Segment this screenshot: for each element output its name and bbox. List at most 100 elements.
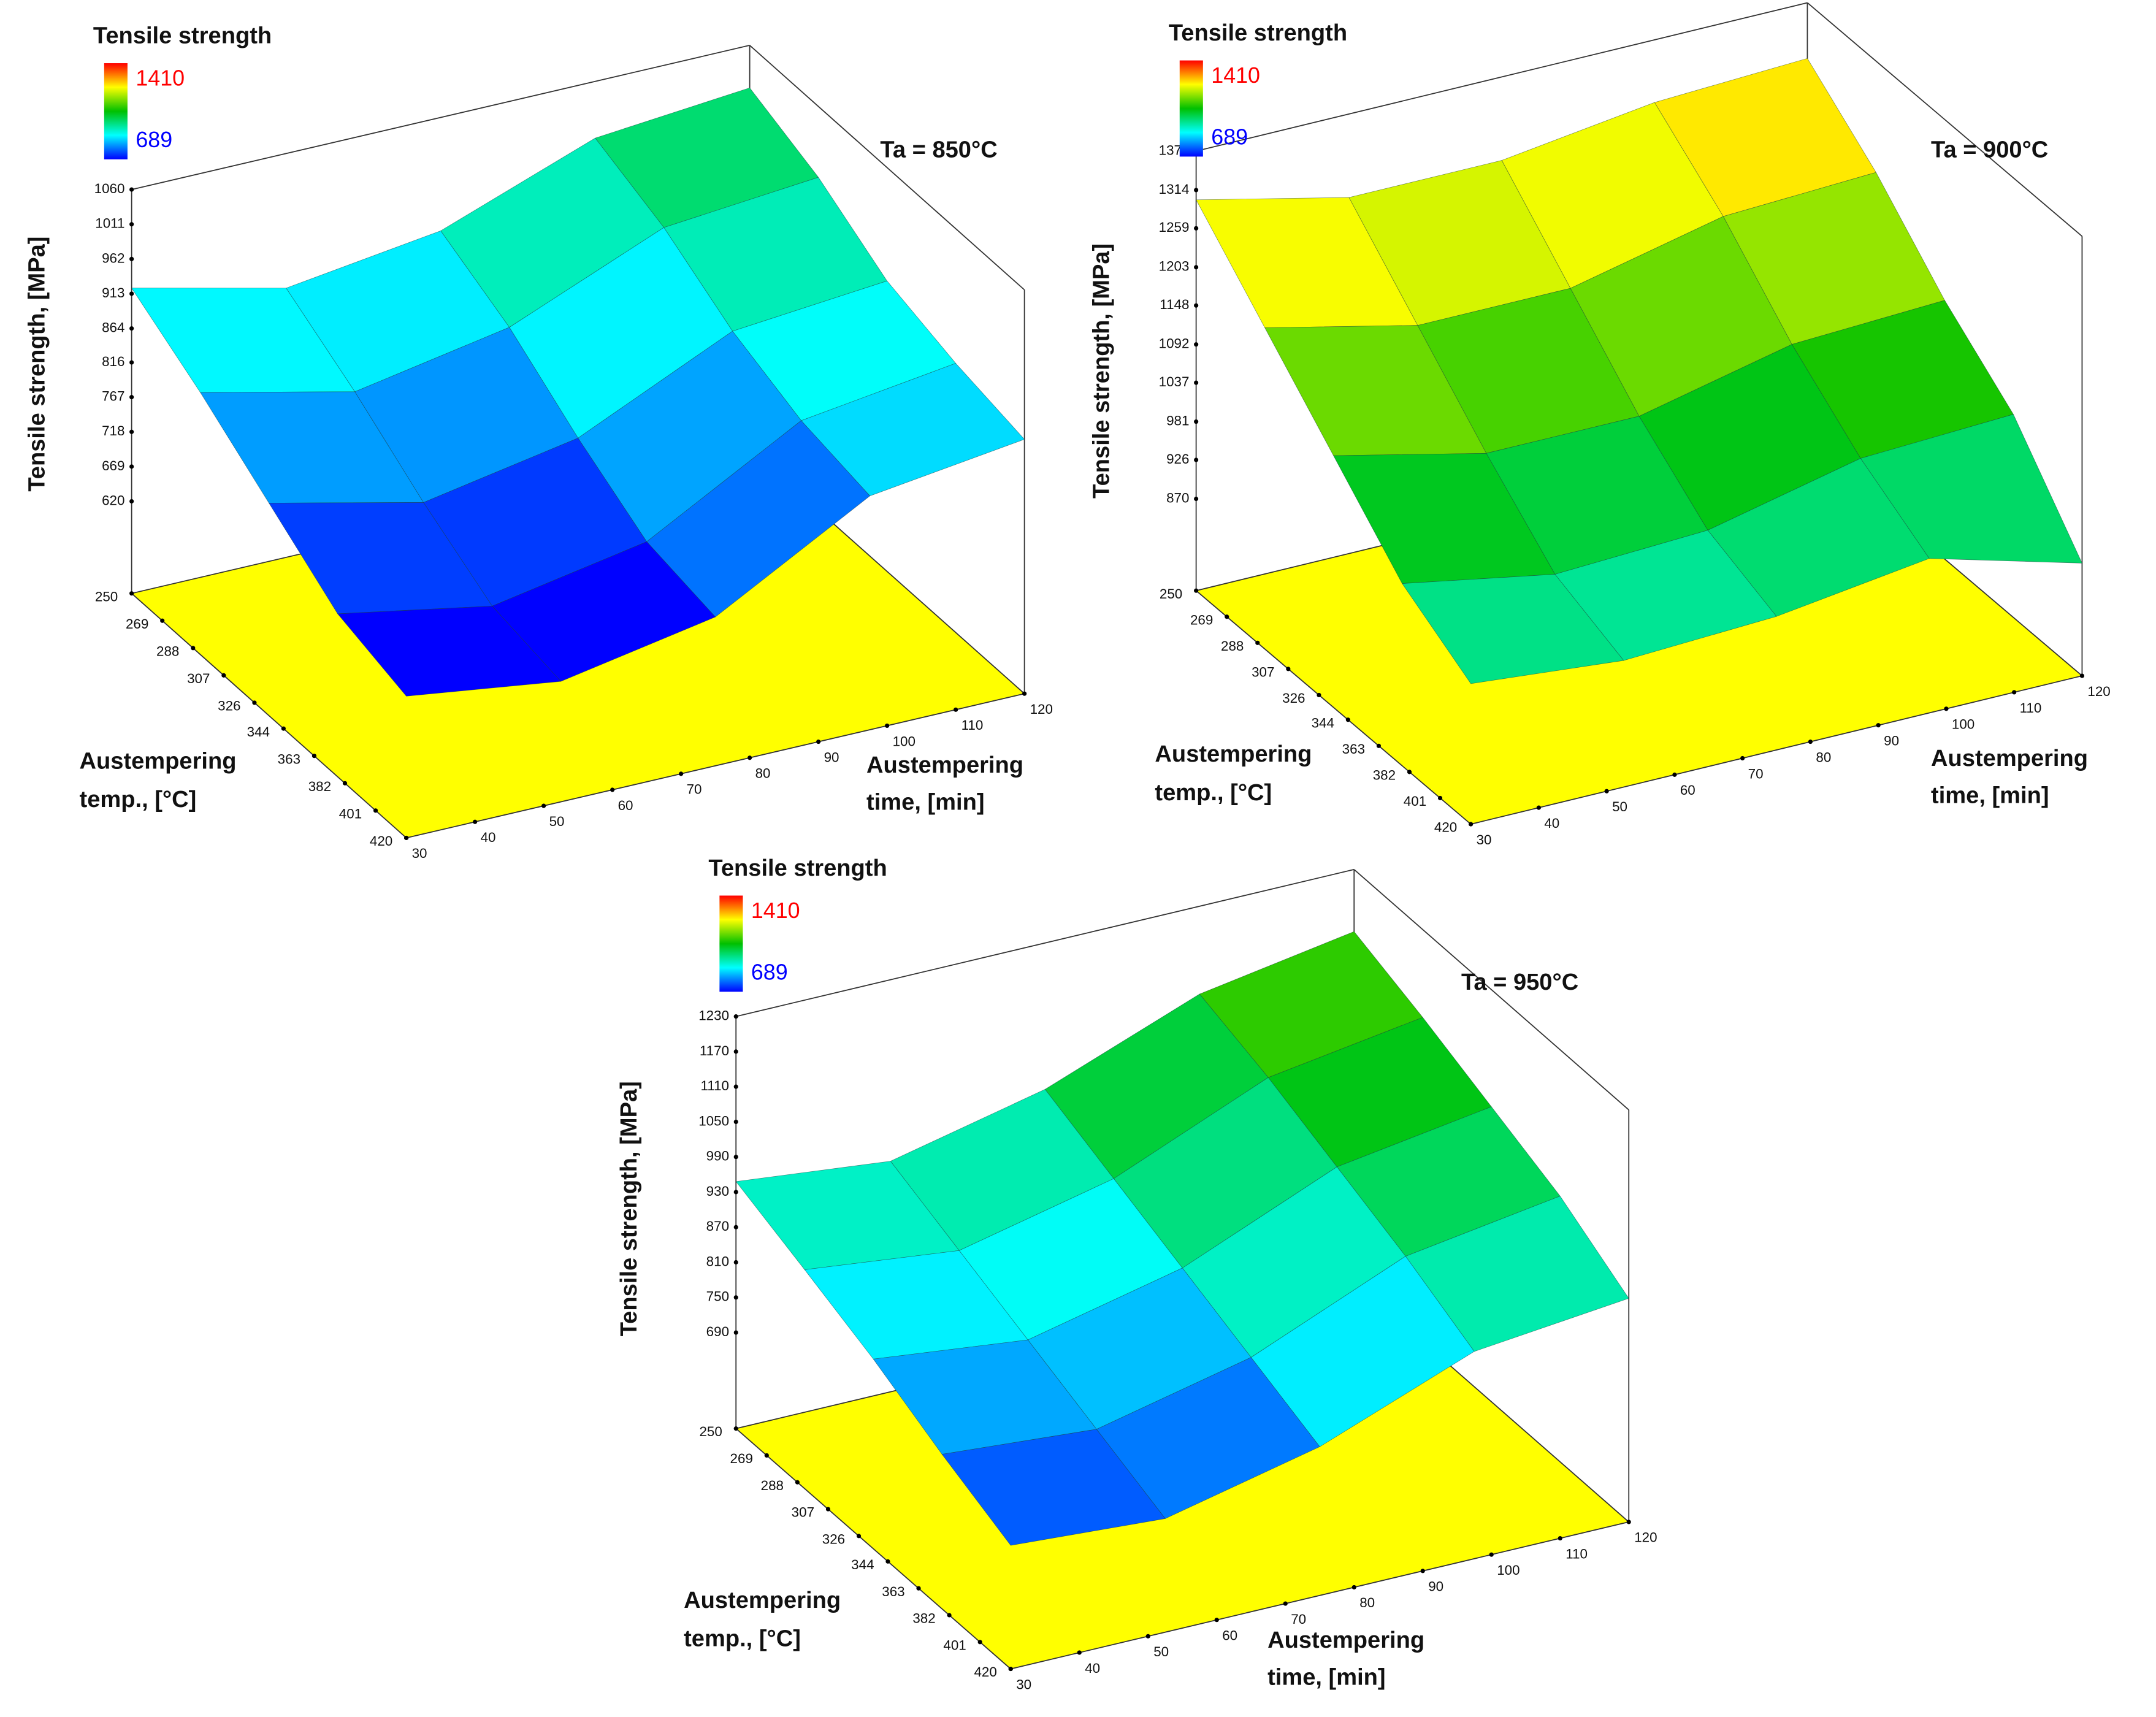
z-tick-label: 1203 bbox=[1159, 259, 1190, 274]
x-tick bbox=[1808, 740, 1813, 744]
y-axis-label: temp., [°C] bbox=[80, 787, 197, 813]
z-tick bbox=[733, 1014, 738, 1019]
y-tick bbox=[1255, 640, 1260, 645]
z-tick-label: 816 bbox=[102, 354, 124, 369]
x-tick bbox=[679, 771, 684, 776]
x-tick-label: 60 bbox=[618, 798, 633, 813]
y-tick-label: 420 bbox=[1434, 820, 1457, 835]
z-tick-label: 1110 bbox=[701, 1078, 730, 1093]
z-tick-label: 990 bbox=[706, 1149, 729, 1164]
z-tick bbox=[129, 291, 134, 296]
x-tick-label: 70 bbox=[687, 782, 702, 797]
y-tick-label: 326 bbox=[822, 1531, 845, 1547]
x-tick bbox=[1536, 805, 1541, 810]
x-tick bbox=[404, 835, 409, 840]
y-tick-label: 307 bbox=[1252, 665, 1274, 680]
y-tick-label: 382 bbox=[912, 1611, 935, 1626]
y-tick-label: 250 bbox=[699, 1424, 722, 1439]
y-tick bbox=[856, 1534, 862, 1539]
x-tick bbox=[1077, 1650, 1082, 1655]
x-tick bbox=[885, 723, 890, 728]
box-edge bbox=[736, 869, 1355, 1017]
colorbar bbox=[719, 895, 743, 992]
y-tick-label: 288 bbox=[1221, 638, 1244, 654]
x-tick bbox=[1420, 1569, 1425, 1574]
x-tick-label: 120 bbox=[1030, 702, 1053, 717]
x-tick-label: 40 bbox=[1085, 1661, 1100, 1676]
z-tick bbox=[733, 1190, 738, 1195]
z-tick-label: 981 bbox=[1166, 413, 1189, 429]
x-tick bbox=[1469, 822, 1474, 827]
z-tick bbox=[1194, 380, 1199, 385]
x-tick-label: 110 bbox=[961, 717, 984, 733]
z-tick-label: 750 bbox=[706, 1289, 729, 1304]
z-tick-label: 1050 bbox=[698, 1113, 729, 1128]
x-tick bbox=[2012, 690, 2017, 695]
x-tick-label: 80 bbox=[755, 766, 771, 781]
z-tick-label: 930 bbox=[706, 1184, 729, 1199]
x-tick-label: 60 bbox=[1222, 1628, 1237, 1643]
x-tick-label: 50 bbox=[1612, 799, 1627, 814]
x-tick-label: 90 bbox=[824, 749, 839, 765]
x-tick bbox=[1489, 1552, 1494, 1557]
z-tick-label: 1170 bbox=[700, 1043, 729, 1058]
chart-title: Ta = 950°C bbox=[1461, 969, 1578, 995]
y-axis-label: Austempering bbox=[80, 748, 237, 774]
z-tick bbox=[733, 1330, 738, 1335]
x-tick bbox=[1214, 1618, 1219, 1623]
x-tick bbox=[1008, 1667, 1013, 1672]
x-tick-label: 40 bbox=[1544, 816, 1559, 831]
y-tick bbox=[191, 646, 196, 651]
z-tick bbox=[1194, 342, 1199, 347]
y-tick bbox=[1286, 667, 1291, 671]
z-axis-label: Tensile strength, [MPa] bbox=[616, 1081, 642, 1336]
x-tick-label: 70 bbox=[1748, 766, 1764, 781]
box-edge bbox=[1806, 2, 2083, 237]
y-axis-label: temp., [°C] bbox=[1155, 780, 1272, 806]
colorbar-min-label: 689 bbox=[1211, 125, 1248, 150]
z-tick bbox=[733, 1295, 738, 1300]
z-tick-label: 620 bbox=[102, 492, 124, 508]
z-tick bbox=[1194, 303, 1199, 308]
colorbar bbox=[1179, 60, 1203, 157]
y-tick bbox=[1225, 614, 1229, 619]
y-tick bbox=[1194, 588, 1199, 593]
x-tick bbox=[1876, 723, 1881, 728]
z-tick bbox=[733, 1260, 738, 1265]
z-tick bbox=[1194, 188, 1199, 193]
surface-cell bbox=[1402, 574, 1624, 684]
x-tick-label: 30 bbox=[1477, 832, 1492, 847]
x-tick bbox=[1944, 706, 1949, 711]
y-tick-label: 382 bbox=[308, 779, 331, 794]
y-tick-label: 326 bbox=[1282, 690, 1305, 706]
legend-title: Tensile strength bbox=[1169, 20, 1347, 46]
z-axis-label: Tensile strength, [MPa] bbox=[1088, 243, 1114, 499]
y-tick-label: 269 bbox=[126, 616, 148, 632]
z-tick bbox=[733, 1155, 738, 1160]
z-tick-label: 962 bbox=[102, 250, 124, 266]
y-tick bbox=[281, 726, 286, 731]
x-tick bbox=[1604, 789, 1609, 793]
x-axis-label: Austempering bbox=[1267, 1627, 1424, 1653]
z-tick-label: 1259 bbox=[1159, 220, 1190, 235]
z-tick bbox=[129, 222, 134, 227]
y-tick-label: 250 bbox=[1160, 586, 1182, 602]
x-tick-label: 60 bbox=[1680, 782, 1695, 798]
surface-chart: 8709269811037109211481203125913141370250… bbox=[1088, 2, 2111, 847]
y-tick-label: 363 bbox=[882, 1584, 904, 1599]
x-tick-label: 100 bbox=[1952, 717, 1974, 732]
x-tick-label: 120 bbox=[1634, 1530, 1657, 1545]
x-tick bbox=[1022, 691, 1027, 696]
z-tick bbox=[129, 187, 134, 192]
x-tick bbox=[816, 740, 821, 744]
y-tick-label: 401 bbox=[339, 806, 362, 821]
z-tick bbox=[733, 1049, 738, 1054]
z-tick bbox=[1194, 226, 1199, 231]
x-tick-label: 100 bbox=[1497, 1562, 1520, 1578]
y-tick bbox=[1317, 692, 1321, 698]
y-tick bbox=[252, 700, 257, 705]
z-tick bbox=[1194, 496, 1199, 502]
y-tick-label: 250 bbox=[95, 589, 118, 604]
box-edge bbox=[131, 45, 750, 190]
